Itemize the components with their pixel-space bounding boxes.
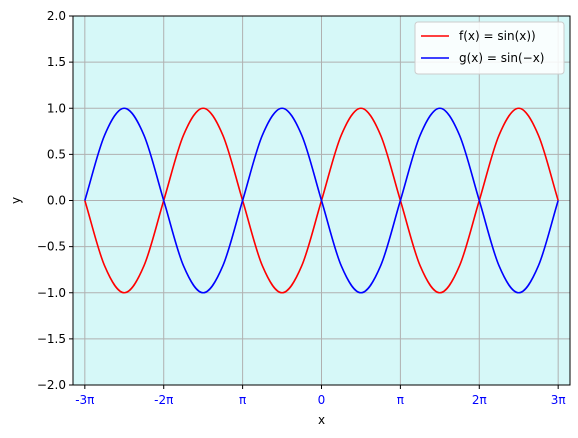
y-tick-label: −2.0 bbox=[37, 378, 66, 392]
y-tick-label: 1.0 bbox=[47, 101, 66, 115]
y-tick-label: −0.5 bbox=[37, 240, 66, 254]
y-tick-label: 0.0 bbox=[47, 194, 66, 208]
y-tick-label: 2.0 bbox=[47, 9, 66, 23]
y-tick-label: 1.5 bbox=[47, 55, 66, 69]
x-axis-label: x bbox=[318, 413, 325, 427]
x-axis-ticks: -3π -2π π 0 π 2π 3π bbox=[75, 385, 566, 407]
x-tick-label: -2π bbox=[154, 393, 173, 407]
x-tick-label: 2π bbox=[472, 393, 487, 407]
y-tick-label: −1.5 bbox=[37, 332, 66, 346]
series-line-2 bbox=[84, 107, 559, 294]
y-axis-label: y bbox=[9, 197, 23, 204]
x-tick-label: π bbox=[397, 393, 404, 407]
x-tick-label: 3π bbox=[551, 393, 566, 407]
y-tick-label: −1.0 bbox=[37, 286, 66, 300]
x-tick-label: π bbox=[239, 393, 246, 407]
y-axis-ticks: −2.0 −1.5 −1.0 −0.5 0.0 0.5 1.0 1.5 2.0 bbox=[37, 9, 73, 392]
y-tick-label: 0.5 bbox=[47, 147, 66, 161]
legend: f(x) = sin(x)) g(x) = sin(−x) bbox=[414, 21, 565, 75]
legend-label: g(x) = sin(−x) bbox=[459, 51, 544, 65]
x-tick-label: -3π bbox=[75, 393, 94, 407]
x-tick-label: 0 bbox=[318, 393, 326, 407]
legend-label: f(x) = sin(x)) bbox=[459, 29, 536, 43]
series-layer bbox=[84, 107, 559, 294]
legend-box bbox=[414, 21, 565, 75]
